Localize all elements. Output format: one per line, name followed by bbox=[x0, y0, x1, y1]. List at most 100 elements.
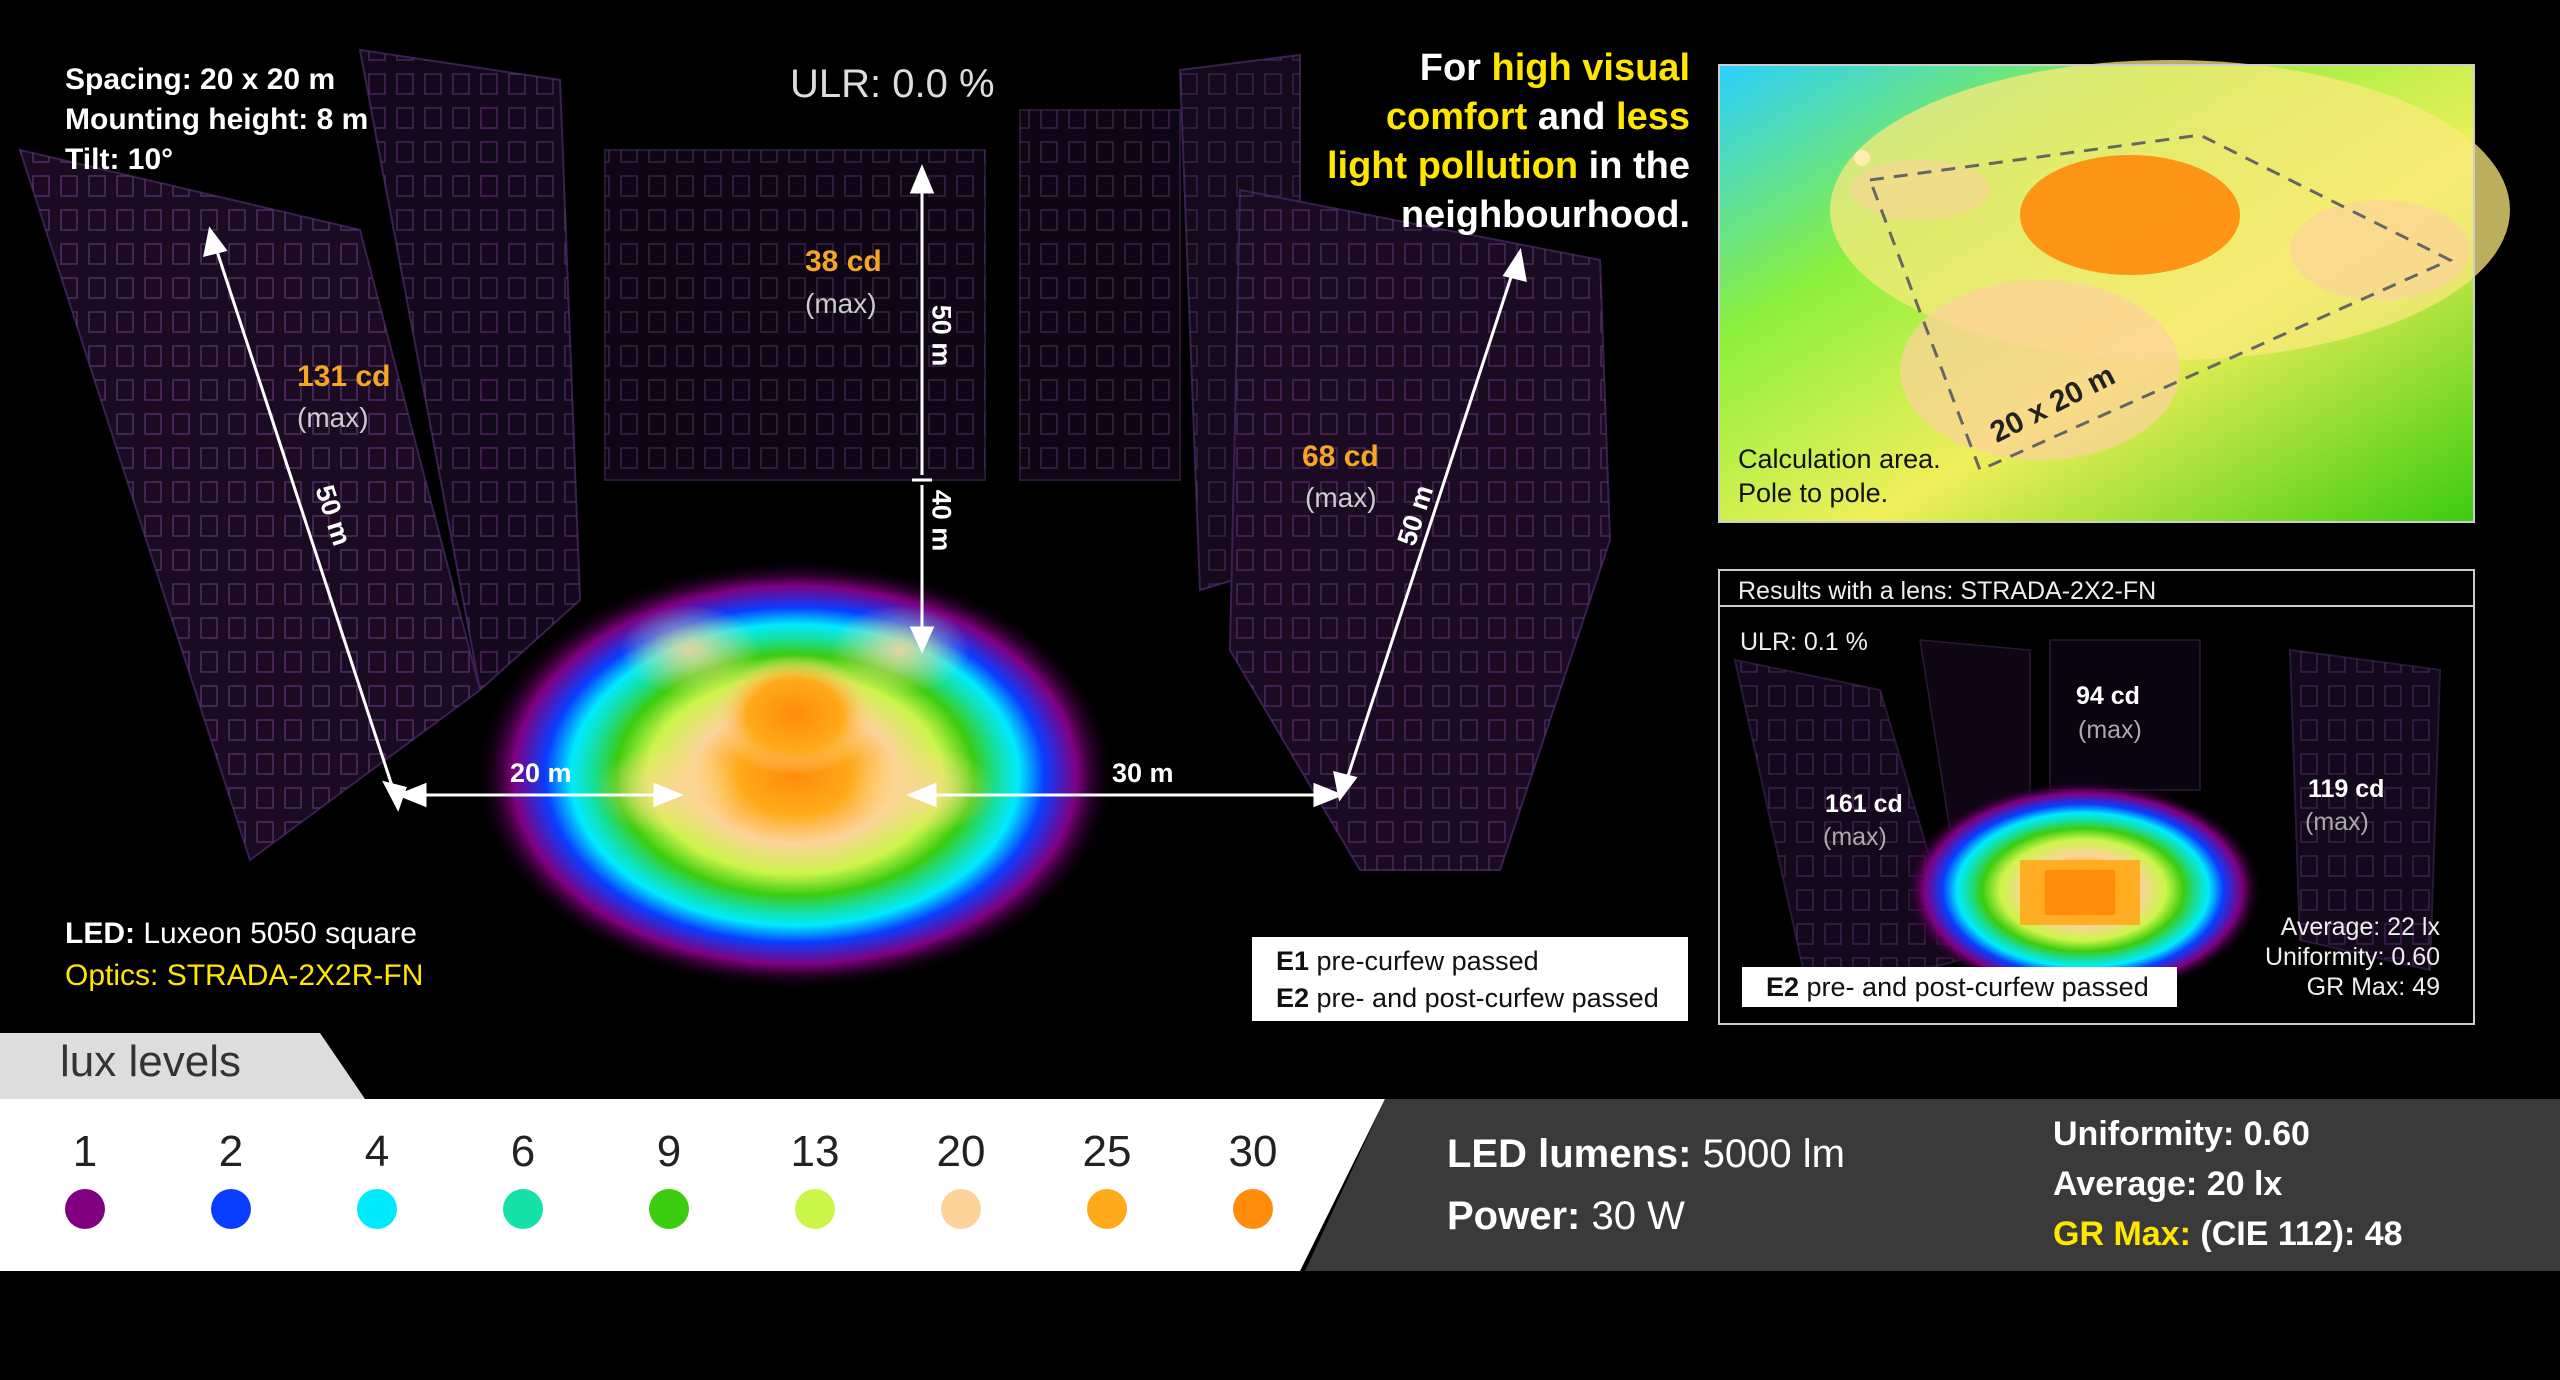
slogan-l2b: and bbox=[1527, 96, 1617, 138]
lens-panel-divider bbox=[1720, 605, 2473, 607]
gr-label: GR Max: bbox=[2053, 1215, 2191, 1253]
lux-level-swatch bbox=[795, 1189, 835, 1229]
stats-left: LED lumens: 5000 lm Power: 30 W bbox=[1447, 1123, 1845, 1247]
lux-level-value: 6 bbox=[510, 1127, 536, 1176]
e1-text: pre-curfew passed bbox=[1309, 946, 1539, 976]
lens-pass-box: E2 pre- and post-curfew passed bbox=[1742, 967, 2177, 1007]
lux-level-swatch bbox=[503, 1189, 543, 1229]
led-block: LED: Luxeon 5050 square Optics: STRADA-2… bbox=[65, 913, 423, 997]
lumens-value: 5000 lm bbox=[1691, 1132, 1845, 1176]
lux-level-value: 30 bbox=[1228, 1127, 1278, 1176]
lux-level-4: 4 bbox=[337, 1099, 417, 1229]
lens-center-max: (max) bbox=[2078, 716, 2142, 744]
lux-level-swatch bbox=[941, 1189, 981, 1229]
calc-caption: Calculation area. Pole to pole. bbox=[1738, 442, 1941, 510]
lux-distribution bbox=[475, 560, 1115, 990]
uniformity-text: Uniformity: 0.60 bbox=[2053, 1115, 2310, 1153]
slogan-l3a: light pollution bbox=[1326, 145, 1579, 187]
building-center bbox=[604, 109, 1181, 481]
e2-code: E2 bbox=[1276, 983, 1310, 1013]
spacing-text: Spacing: 20 x 20 m bbox=[65, 63, 336, 96]
stats-right: Uniformity: 0.60 Average: 20 lx GR Max: … bbox=[2053, 1109, 2403, 1259]
lux-level-value: 1 bbox=[72, 1127, 98, 1176]
led-label: LED: bbox=[65, 917, 135, 950]
lux-level-9: 9 bbox=[629, 1099, 709, 1229]
lens-panel bbox=[1718, 569, 2475, 1025]
lumens-label: LED lumens: bbox=[1447, 1132, 1692, 1176]
slogan-l1a: For bbox=[1419, 47, 1492, 89]
lux-level-30: 30 bbox=[1213, 1099, 1293, 1229]
lux-level-swatch bbox=[1087, 1189, 1127, 1229]
calc-caption-2: Pole to pole. bbox=[1738, 478, 1889, 508]
lens-title: Results with a lens: STRADA-2X2-FN bbox=[1738, 577, 2157, 605]
lux-level-20: 20 bbox=[921, 1099, 1001, 1229]
lux-level-25: 25 bbox=[1067, 1099, 1147, 1229]
building-left bbox=[18, 48, 582, 862]
lens-e2-text: pre- and post-curfew passed bbox=[1799, 972, 2149, 1002]
lens-average: Average: 22 lx bbox=[2280, 913, 2440, 941]
lux-level-swatch bbox=[211, 1189, 251, 1229]
lux-level-value: 25 bbox=[1082, 1127, 1132, 1176]
tilt-text: Tilt: 10° bbox=[65, 143, 174, 176]
slogan-l3b: in the bbox=[1578, 145, 1690, 187]
calc-panel bbox=[1718, 64, 2475, 523]
lux-level-swatch bbox=[357, 1189, 397, 1229]
lux-level-swatch bbox=[65, 1189, 105, 1229]
left-max: (max) bbox=[297, 402, 369, 433]
lux-levels-tab: lux levels bbox=[0, 1033, 365, 1099]
lux-level-value: 4 bbox=[364, 1127, 390, 1176]
lens-scene bbox=[1720, 605, 2473, 1023]
lens-uniformity: Uniformity: 0.60 bbox=[2264, 943, 2440, 971]
lux-level-swatch bbox=[649, 1189, 689, 1229]
lens-stats: Average: 22 lx Uniformity: 0.60 GR Max: … bbox=[2240, 912, 2440, 1002]
center-max: (max) bbox=[805, 288, 877, 319]
lens-right-max: (max) bbox=[2305, 808, 2369, 836]
led-value: Luxeon 5050 square bbox=[135, 917, 417, 950]
lux-level-2: 2 bbox=[191, 1099, 271, 1229]
center-distance: 40 m bbox=[926, 489, 957, 552]
mounting-text: Mounting height: 8 m bbox=[65, 103, 369, 136]
lux-level-1: 1 bbox=[45, 1099, 125, 1229]
lens-left-max: (max) bbox=[1823, 823, 1887, 851]
specs-block: Spacing: 20 x 20 m Mounting height: 8 m … bbox=[65, 60, 368, 180]
lux-level-value: 9 bbox=[656, 1127, 682, 1176]
slogan-l4: neighbourhood. bbox=[1400, 194, 1690, 236]
stats-panel: LED lumens: 5000 lm Power: 30 W Uniformi… bbox=[1305, 1099, 2560, 1271]
ulr-label: ULR: 0.0 % bbox=[790, 62, 995, 106]
power-label: Power: bbox=[1447, 1194, 1581, 1238]
lens-left-cd: 161 cd bbox=[1825, 790, 1903, 818]
e2-text: pre- and post-curfew passed bbox=[1309, 983, 1659, 1013]
lens-right-cd: 119 cd bbox=[2308, 775, 2385, 803]
dimension-arrows bbox=[203, 164, 1527, 812]
lux-level-value: 2 bbox=[218, 1127, 244, 1176]
average-text: Average: 20 lx bbox=[2053, 1165, 2283, 1203]
slogan-l1b: high visual bbox=[1491, 47, 1690, 89]
left-cd: 131 cd bbox=[297, 360, 391, 393]
slogan: For high visual comfort and less light p… bbox=[1130, 44, 1690, 240]
gr-value: (CIE 112): 48 bbox=[2190, 1215, 2403, 1253]
right-distance: 30 m bbox=[1112, 758, 1174, 788]
lux-level-13: 13 bbox=[775, 1099, 855, 1229]
optics-text: Optics: STRADA-2X2R-FN bbox=[65, 959, 424, 992]
lens-e2-code: E2 bbox=[1766, 972, 1800, 1002]
calc-heatmap bbox=[1720, 60, 2510, 521]
calc-caption-1: Calculation area. bbox=[1738, 444, 1941, 474]
lux-level-value: 13 bbox=[790, 1127, 840, 1176]
center-height: 50 m bbox=[926, 304, 957, 367]
right-max: (max) bbox=[1305, 482, 1377, 513]
slogan-l2c: less bbox=[1616, 96, 1690, 138]
left-distance: 20 m bbox=[510, 758, 572, 788]
lens-ulr: ULR: 0.1 % bbox=[1740, 628, 1868, 656]
lens-gr: GR Max: 49 bbox=[2306, 973, 2440, 1001]
lux-level-value: 20 bbox=[936, 1127, 986, 1176]
slogan-l2a: comfort bbox=[1385, 96, 1528, 138]
lux-level-6: 6 bbox=[483, 1099, 563, 1229]
right-cd: 68 cd bbox=[1302, 440, 1379, 473]
curfew-pass-box: E1 pre-curfew passed E2 pre- and post-cu… bbox=[1252, 937, 1688, 1021]
lens-center-cd: 94 cd bbox=[2076, 682, 2140, 710]
lux-legend: 1 2 4 6 9 13 20 25 30 bbox=[0, 1099, 1385, 1271]
e1-code: E1 bbox=[1276, 946, 1310, 976]
lux-title: lux levels bbox=[60, 1037, 241, 1086]
power-value: 30 W bbox=[1580, 1194, 1685, 1238]
